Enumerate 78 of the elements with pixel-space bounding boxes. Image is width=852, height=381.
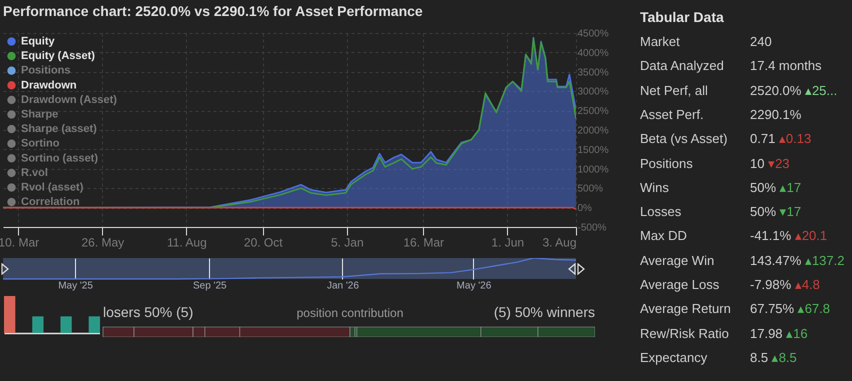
text: ▴20.1 [794,228,828,244]
category-label: Average Win [640,252,714,268]
text: 8.5 [750,350,768,365]
x-tick-label: May '25 [58,280,94,292]
x-tick-label: 20. Oct [244,236,284,250]
category-label: Wins [640,180,669,195]
text: 17.98 [750,326,783,341]
text: ▾23 [767,156,790,170]
text: ▴8.5 [770,350,797,365]
chart-title: Performance chart: 2520.0% vs 2290.1% for Asset Performance [3,3,423,19]
category-label: Data Analyzed [640,58,724,74]
y-tick-label: 3500% [578,67,609,78]
legend-label: Positions [21,64,71,77]
legend-label: Sortino [21,138,60,150]
legend-label: Drawdown (Asset) [21,94,118,106]
x-tick-label: 3. Aug [542,236,576,250]
legend-label: Sortino (asset) [21,152,98,164]
text: Tabular Data [640,9,724,25]
category-label: Positions [640,156,693,170]
text: ▴16 [785,326,808,341]
legend-label: R.vol [21,166,48,179]
legend-label: Correlation [21,196,80,208]
category-label: Rew/Risk Ratio [640,326,729,341]
legend-label: Equity (Asset) [21,50,96,62]
text: 67.75% [750,301,794,316]
y-tick-label: 0% [578,203,592,214]
x-tick-label: 11. Aug [166,236,207,250]
y-tick-label: 2500% [578,106,609,118]
category-label: Losses [640,204,682,220]
text: 240 [750,34,772,49]
text: ▴137.2 [804,252,844,268]
category-label: Max DD [640,228,687,244]
text: ▴25... [804,82,838,98]
x-tick-label: 1. Jun [491,236,524,250]
category-label: Net Perf, all [640,82,708,98]
y-tick-label: 1000% [578,164,609,176]
y-tick-label: 2000% [578,126,609,136]
y-tick-label: -500% [578,222,607,234]
text: -41.1% [750,228,792,244]
x-tick-label: 26. May [81,236,124,250]
text: 17.4 months [750,58,822,74]
x-tick-label: Jan '26 [326,280,360,292]
text: ▴0.13 [778,131,812,146]
category-label: Asset Perf. [640,106,704,122]
text: 2520.0% [750,82,802,98]
text: losers 50% (5) [103,304,194,320]
category-label: Average Return [640,301,731,316]
x-tick-label: May '26 [456,280,492,292]
x-tick-label: 5. Jan [330,236,364,250]
legend-label: Sharpe (asset) [21,123,98,136]
legend-label: Rvol (asset) [21,182,84,194]
text: 0.71 [750,131,776,146]
legend-label: Drawdown [21,79,77,92]
category-label: Expectancy [640,350,708,365]
text: 10 [750,156,764,170]
y-tick-label: 500% [578,184,604,195]
text: ▴4.8 [794,277,820,292]
x-tick-label: Sep '25 [192,280,228,292]
y-tick-label: 4500% [578,28,609,40]
text: ▴67.8 [796,301,830,316]
text: ▾17 [778,204,802,220]
y-tick-label: 4000% [578,48,609,59]
y-tick-label: 3000% [578,86,609,98]
text: ▴17 [778,180,802,195]
category-label: Beta (vs Asset) [640,131,728,146]
category-label: Average Loss [640,277,720,292]
text: -7.98% [750,277,792,292]
category-label: Market [640,34,680,49]
text: 50% [750,204,776,220]
text: (5) 50% winners [494,304,595,320]
text: 50% [750,180,776,195]
y-tick-label: 1500% [578,144,609,156]
text: 143.47% [750,252,802,268]
legend-label: Sharpe [21,108,58,120]
text: 2290.1% [750,106,802,122]
x-tick-label: 16. Mar [403,236,444,250]
text: position contribution [296,306,404,320]
legend-label: Equity [21,36,56,48]
